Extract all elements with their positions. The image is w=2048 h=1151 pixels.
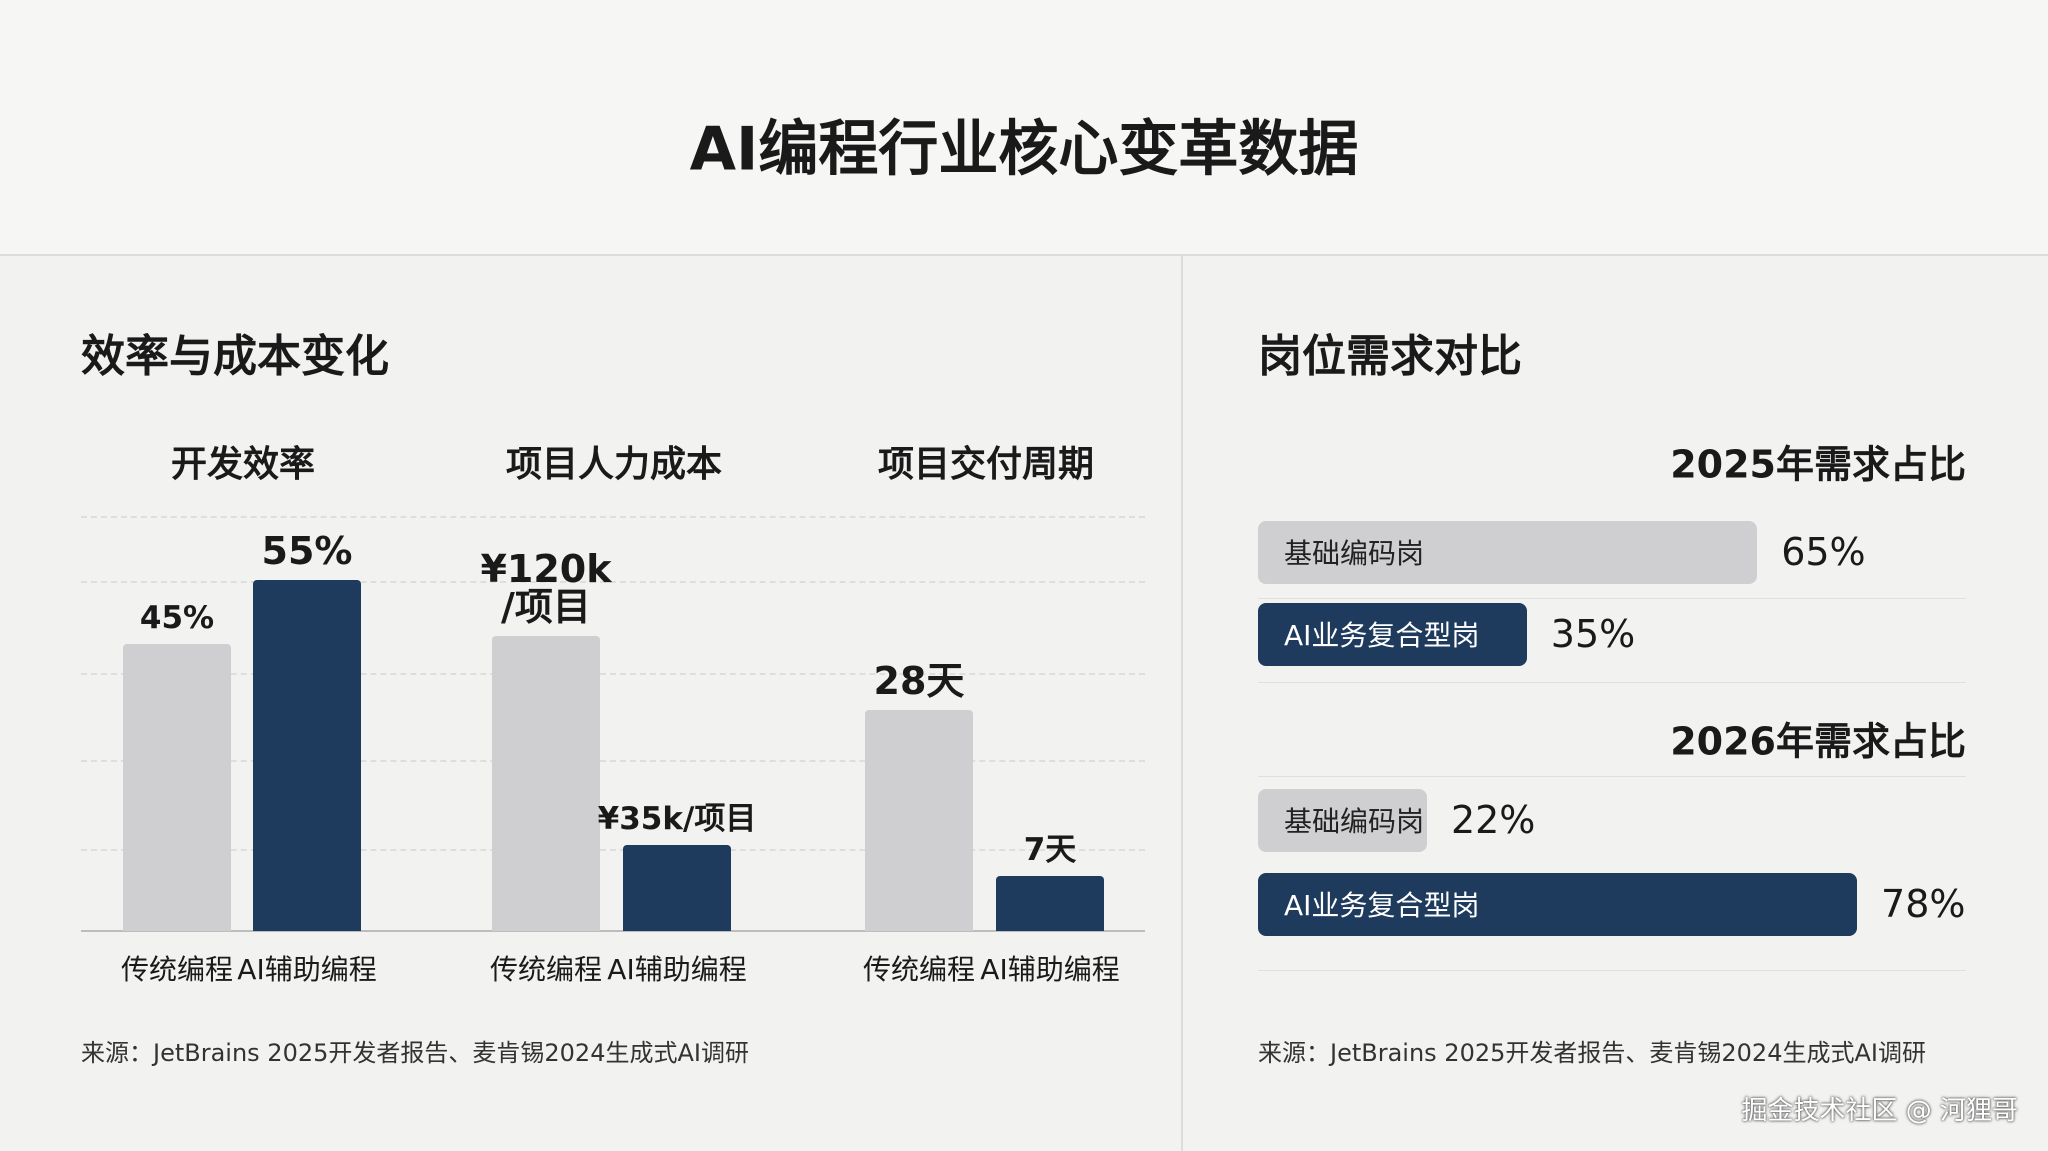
panel-title: 效率与成本变化 [81, 331, 389, 382]
chart-title: 项目交付周期 [877, 444, 1095, 485]
header-bg [0, 0, 2048, 254]
source-note: 来源：JetBrains 2025开发者报告、麦肯锡2024生成式AI调研 [1258, 1039, 1926, 1067]
value-label: 55% [261, 529, 353, 573]
baseline [81, 930, 1145, 932]
rule-line [1258, 682, 1966, 683]
value-label: 22% [1450, 798, 1536, 842]
bar [253, 580, 361, 931]
value-label: 65% [1781, 530, 1866, 574]
bar [123, 643, 231, 931]
chart-title: 2025年需求占比 [1670, 442, 1966, 487]
value-label: 7天 [1023, 831, 1077, 868]
chart-title: 项目人力成本 [505, 444, 723, 485]
rule-line [1258, 598, 1966, 599]
x-tick-label: 传统编程 [489, 953, 603, 986]
bar [623, 844, 731, 931]
category-label: 基础编码岗 [1284, 805, 1425, 838]
category-label: AI业务复合型岗 [1284, 889, 1480, 922]
x-tick-label: 传统编程 [120, 953, 234, 986]
value-label: 28天 [873, 659, 965, 703]
panel-title: 岗位需求对比 [1258, 331, 1522, 382]
category-label: 基础编码岗 [1284, 537, 1425, 570]
value-label: 35% [1550, 612, 1636, 656]
grid-line [81, 849, 1145, 851]
x-tick-label: AI辅助编程 [607, 953, 747, 986]
source-note: 来源：JetBrains 2025开发者报告、麦肯锡2024生成式AI调研 [81, 1039, 749, 1067]
rule-line [1258, 776, 1966, 777]
header-divider [0, 254, 2048, 256]
bar [492, 636, 600, 931]
category-label: AI业务复合型岗 [1284, 619, 1480, 652]
bar [865, 710, 973, 931]
bar [1258, 603, 1527, 666]
x-tick-label: 传统编程 [862, 953, 976, 986]
chart-title: 开发效率 [170, 444, 316, 485]
chart-title: 2026年需求占比 [1670, 719, 1966, 764]
watermark: 掘金技术社区 @ 河狸哥 [1741, 1096, 2018, 1126]
rule-line [1258, 970, 1966, 971]
page-title: AI编程行业核心变革数据 [689, 114, 1359, 185]
value-label: ¥35k/项目 [597, 800, 757, 837]
panel-divider [1181, 256, 1183, 1151]
grid-line [81, 581, 1145, 583]
value-label: 45% [139, 599, 215, 636]
bar [1258, 873, 1858, 936]
value-label: 78% [1881, 882, 1966, 926]
x-tick-label: AI辅助编程 [980, 953, 1120, 986]
grid-line [81, 673, 1145, 675]
x-tick-label: AI辅助编程 [237, 953, 377, 986]
bar [1258, 789, 1427, 852]
bar [1258, 521, 1758, 584]
grid-line [81, 760, 1145, 762]
value-label: ¥120k /项目 [480, 547, 612, 629]
bar [996, 875, 1104, 931]
grid-line [81, 516, 1145, 518]
